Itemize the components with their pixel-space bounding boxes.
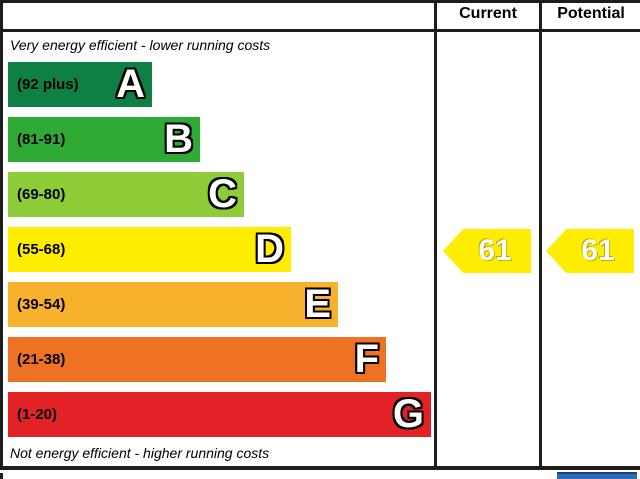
table-border-left bbox=[0, 0, 3, 470]
next-section-left-border bbox=[0, 473, 3, 479]
band-e-letter: E bbox=[304, 282, 331, 326]
band-a-letter: A bbox=[116, 62, 145, 106]
band-c-range: (69-80) bbox=[17, 186, 66, 203]
band-c: (69-80) C bbox=[8, 172, 244, 217]
band-f: (21-38) F bbox=[8, 337, 386, 382]
band-a-range: (92 plus) bbox=[17, 76, 79, 93]
potential-rating-arrow: 61 bbox=[546, 229, 634, 273]
current-column-header: Current bbox=[459, 5, 517, 22]
table-border-top bbox=[0, 0, 640, 3]
band-d-letter: D bbox=[255, 227, 284, 271]
band-c-letter: C bbox=[208, 172, 237, 216]
band-b: (81-91) B bbox=[8, 117, 200, 162]
band-f-letter: F bbox=[354, 337, 379, 381]
band-e-range: (39-54) bbox=[17, 296, 66, 313]
header-separator-line bbox=[0, 29, 640, 32]
potential-column-header: Potential bbox=[557, 5, 625, 22]
current-column-divider bbox=[434, 0, 437, 470]
band-a: (92 plus) A bbox=[8, 62, 152, 107]
top-caption: Very energy efficient - lower running co… bbox=[10, 37, 271, 53]
band-g: (1-20) G bbox=[8, 392, 431, 437]
band-d-range: (55-68) bbox=[17, 241, 66, 258]
current-rating-arrow: 61 bbox=[443, 229, 531, 273]
table-border-bottom bbox=[0, 466, 640, 470]
band-b-letter: B bbox=[164, 117, 193, 161]
band-d: (55-68) D bbox=[8, 227, 291, 272]
band-g-letter: G bbox=[392, 392, 424, 436]
potential-rating-value: 61 bbox=[581, 234, 615, 267]
next-section-blue-box bbox=[557, 472, 637, 479]
band-f-range: (21-38) bbox=[17, 351, 66, 368]
band-g-range: (1-20) bbox=[17, 406, 58, 423]
current-rating-value: 61 bbox=[478, 234, 512, 267]
bottom-caption: Not energy efficient - higher running co… bbox=[10, 445, 270, 461]
band-e: (39-54) E bbox=[8, 282, 338, 327]
band-b-range: (81-91) bbox=[17, 131, 66, 148]
potential-column-divider bbox=[539, 0, 542, 470]
